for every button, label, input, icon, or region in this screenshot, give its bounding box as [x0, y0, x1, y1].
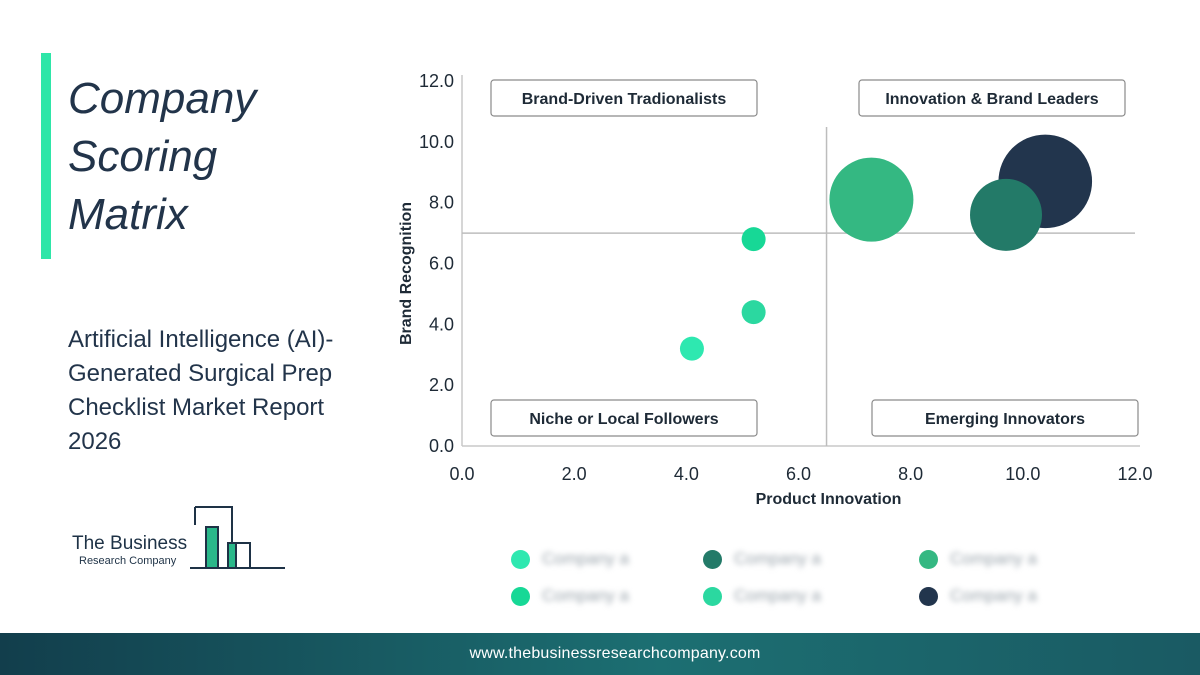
title-line: Scoring [68, 132, 218, 181]
legend-label: Company a [734, 586, 821, 605]
footer-bar: www.thebusinessresearchcompany.com [0, 633, 1200, 675]
legend-item: Company a [511, 549, 629, 569]
legend-swatch [511, 549, 530, 569]
bubble-point [741, 300, 766, 325]
bubble-point [679, 336, 704, 361]
footer-url[interactable]: www.thebusinessresearchcompany.com [469, 645, 761, 662]
legend-label: Company a [542, 549, 629, 568]
logo-sub: Research Company [79, 555, 177, 567]
legend-swatch [919, 586, 938, 606]
legend-swatch [919, 549, 938, 569]
x-tick-label: 2.0 [562, 464, 587, 484]
y-axis-title: Brand Recognition [398, 202, 415, 345]
subtitle-line: Generated Surgical Prep [68, 360, 333, 387]
logo-name: The Business [72, 533, 188, 554]
scoring-matrix-chart: 0.0 2.0 4.0 6.0 8.0 10.0 12.0 0.0 2.0 4.0 6.0 8.0 10… [380, 60, 1180, 510]
quadrant-box [490, 79, 758, 117]
company-logo: The Business Research Company [70, 505, 290, 575]
logo-buildings-icon [190, 506, 285, 569]
y-tick-label: 10.0 [419, 132, 454, 152]
y-tick-label: 2.0 [429, 375, 454, 395]
x-axis-title: Product Innovation [756, 491, 902, 508]
quadrant-label: Emerging Innovators [925, 411, 1085, 428]
quadrant-label: Brand-Driven Tradionalists [522, 91, 727, 108]
quadrant-box [871, 399, 1139, 437]
quadrant-box [858, 79, 1126, 117]
accent-bar [41, 53, 51, 259]
x-tick-label: 10.0 [1005, 464, 1040, 484]
subtitle-line: 2026 [68, 428, 122, 455]
x-tick-label: 0.0 [449, 464, 474, 484]
quadrant-label: Niche or Local Followers [529, 411, 718, 428]
quadrant-label: Innovation & Brand Leaders [885, 91, 1098, 108]
x-tick-label: 6.0 [786, 464, 811, 484]
subtitle-line: Checklist Market Report [68, 394, 325, 421]
title-line: Matrix [68, 190, 188, 239]
legend-item: Company a [511, 586, 629, 606]
page-title: Company Scoring Matrix [68, 70, 368, 244]
bubble-point [829, 157, 914, 242]
legend-label: Company a [950, 549, 1037, 568]
legend-label: Company a [734, 549, 821, 568]
chart-svg: 0.0 2.0 4.0 6.0 8.0 10.0 12.0 0.0 2.0 4.0 6.0 8.0 10… [398, 71, 1153, 508]
y-tick-label: 0.0 [429, 436, 454, 456]
x-tick-label: 8.0 [898, 464, 923, 484]
x-tick-label: 4.0 [674, 464, 699, 484]
subtitle-line: Artificial Intelligence (AI)- [68, 326, 334, 353]
report-subtitle: Artificial Intelligence (AI)- Generated … [68, 323, 388, 459]
y-tick-label: 12.0 [419, 71, 454, 91]
legend-label: Company a [542, 586, 629, 605]
bubble-point [741, 227, 766, 252]
legend-swatch [703, 549, 722, 569]
title-line: Company [68, 74, 257, 123]
quadrant-box [490, 399, 758, 437]
legend-swatch [511, 586, 530, 606]
y-tick-label: 4.0 [429, 314, 454, 334]
x-tick-label: 12.0 [1117, 464, 1152, 484]
y-tick-label: 8.0 [429, 193, 454, 213]
legend-item: Company a [703, 549, 821, 569]
legend-item: Company a [703, 586, 821, 606]
legend-item: Company a [919, 549, 1037, 569]
legend-label: Company a [950, 586, 1037, 605]
legend-item: Company a [919, 586, 1037, 606]
y-tick-label: 6.0 [429, 254, 454, 274]
bubble-point [970, 178, 1043, 251]
chart-legend: Company a Company a Company a Company a Comp… [500, 535, 1100, 615]
legend-swatch [703, 586, 722, 606]
